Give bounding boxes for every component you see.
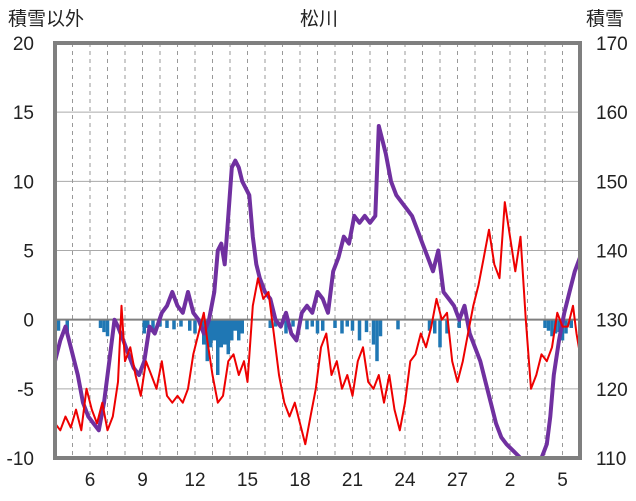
y-right-tick-label: 130 [596,311,628,332]
precipitation-bar [172,319,176,330]
y-left-tick-label: 15 [13,103,34,124]
precipitation-bar [433,319,437,334]
precipitation-bar [396,319,400,330]
y-left-tick-label: -5 [17,380,34,401]
x-tick-label: 18 [289,470,310,491]
precipitation-bar [378,319,383,337]
y-left-tick-label: -10 [7,449,34,470]
y-left-tick-label: 0 [23,311,34,332]
precipitation-bar [226,319,230,355]
precipitation-bar [268,319,272,328]
precipitation-bar [193,319,197,334]
precipitation-bar [98,319,103,328]
x-tick-label: 15 [237,470,258,491]
y-right-tick-label: 170 [596,34,628,55]
precipitation-bar [546,319,551,331]
y-right-tick-label: 150 [596,172,628,193]
precipitation-bar [237,319,241,341]
y-right-tick-label: 110 [596,449,626,470]
precipitation-bar [146,319,150,328]
x-tick-label: 27 [447,470,468,491]
precipitation-bar [233,319,237,331]
precipitation-bar [315,319,320,334]
x-tick-label: 9 [137,470,148,491]
precipitation-bar [427,319,432,331]
precipitation-bar [305,319,309,330]
x-tick-label: 2 [505,470,516,491]
precipitation-bar [457,319,461,328]
precipitation-bar [350,319,355,331]
precipitation-bar [357,319,362,341]
precipitation-bar [557,319,561,333]
precipitation-bar [165,319,169,328]
precipitation-bar [569,319,573,328]
y-left-tick-label: 20 [13,34,34,55]
y-left-tick-label: 10 [13,172,34,193]
precipitation-bar [445,319,449,334]
chart-title: 松川 [300,9,339,30]
y-left-tick-label: 5 [23,242,34,263]
x-tick-label: 21 [342,470,363,491]
x-tick-label: 6 [85,470,96,491]
precipitation-bar [212,319,216,341]
precipitation-bar [216,319,220,375]
precipitation-bar [151,319,155,331]
precipitation-bar [179,319,183,327]
precipitation-bar [550,319,554,337]
precipitation-bar [142,319,146,334]
precipitation-bar [223,319,227,345]
precipitation-bar [105,319,110,337]
precipitation-bar [56,319,61,331]
precipitation-bar [284,319,288,334]
precipitation-bar [102,319,106,333]
plot-frame [53,41,582,460]
precipitation-bar [333,319,337,328]
y-right-tick-label: 160 [596,103,628,124]
y-right-tick-label: 140 [596,242,628,263]
precipitation-bar [240,319,244,334]
left-axis-label: 積雪以外 [8,9,85,30]
x-tick-label: 5 [557,470,568,491]
precipitation-bar [219,319,223,348]
precipitation-bar [188,319,192,331]
x-tick-label: 24 [394,470,416,491]
precipitation-bar [273,319,278,327]
precipitation-bar [291,319,295,327]
precipitation-bar [340,319,344,334]
temperature-line [54,201,581,446]
precipitation-bar [364,319,369,333]
precipitation-bar [543,319,547,328]
right-axis-label: 積雪 [586,9,625,30]
precipitation-bar [230,319,234,341]
precipitation-bar [371,319,376,345]
precipitation-bar [438,319,442,348]
precipitation-bar [209,319,213,348]
precipitation-bar [345,319,349,327]
x-tick-label: 12 [184,470,205,491]
precipitation-bar [375,319,379,362]
snow-depth-line [53,124,582,460]
precipitation-bar [310,319,314,327]
precipitation-bar [321,319,325,331]
y-right-tick-label: 120 [596,380,628,401]
